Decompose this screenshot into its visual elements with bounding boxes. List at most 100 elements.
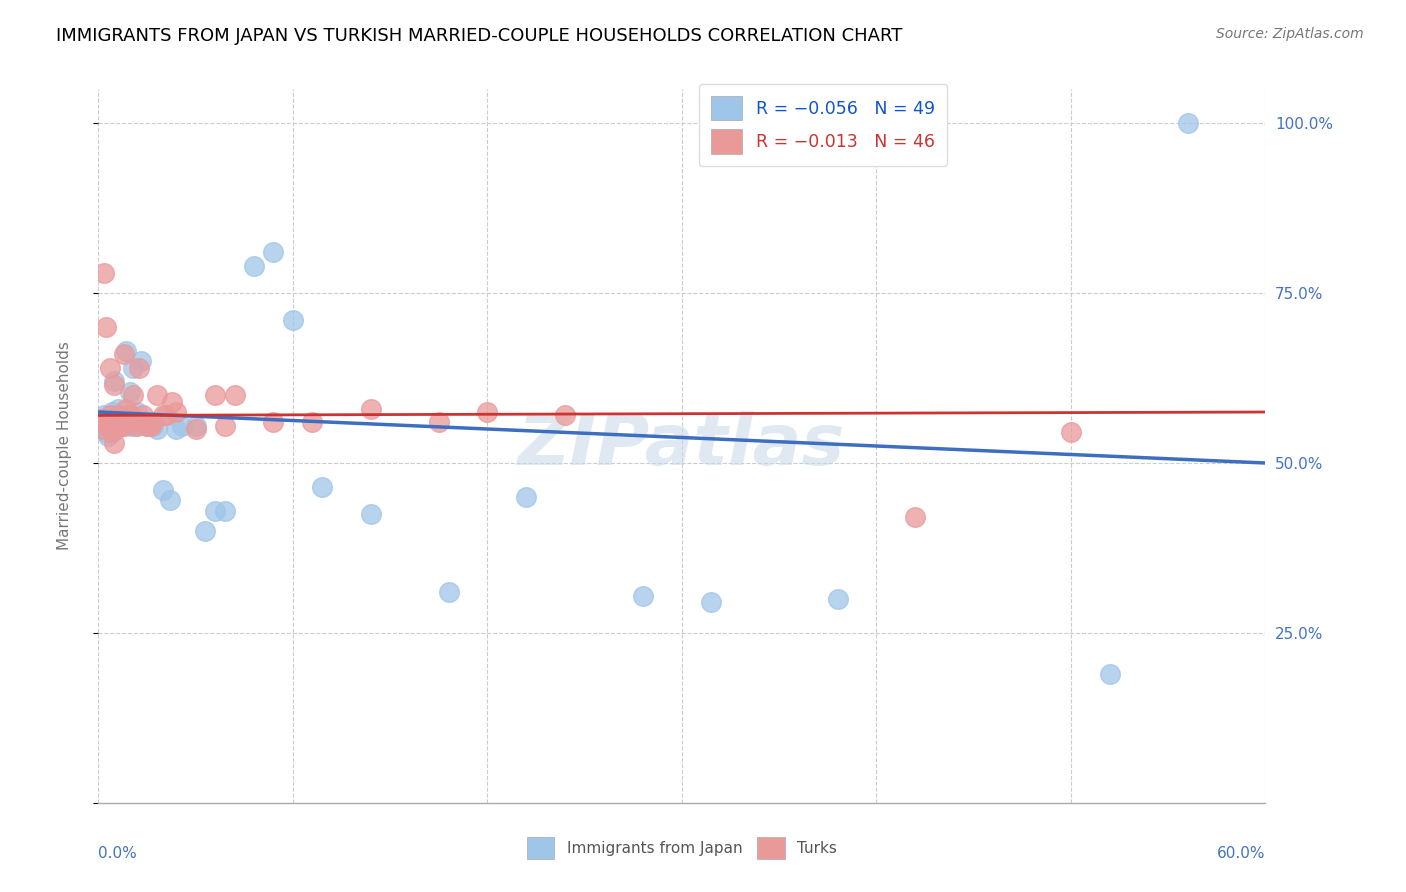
Point xyxy=(101,425,124,440)
Point xyxy=(93,409,115,423)
Point xyxy=(214,418,236,433)
Point xyxy=(114,343,136,358)
Point xyxy=(477,405,499,419)
Point xyxy=(194,524,217,538)
Point xyxy=(97,429,120,443)
Point xyxy=(159,493,181,508)
Point xyxy=(104,418,127,433)
Point xyxy=(1098,666,1121,681)
Point xyxy=(311,480,333,494)
Point xyxy=(107,401,129,416)
Point xyxy=(93,266,115,280)
Point xyxy=(89,412,111,426)
Point xyxy=(103,422,125,436)
Point xyxy=(360,401,382,416)
Point xyxy=(103,377,125,392)
Text: IMMIGRANTS FROM JAPAN VS TURKISH MARRIED-COUPLE HOUSEHOLDS CORRELATION CHART: IMMIGRANTS FROM JAPAN VS TURKISH MARRIED… xyxy=(56,27,903,45)
Point xyxy=(98,360,121,375)
Point xyxy=(165,422,187,436)
Point xyxy=(224,388,246,402)
Point xyxy=(128,360,150,375)
Point xyxy=(554,409,576,423)
Point xyxy=(98,422,121,436)
Point xyxy=(827,591,849,606)
Point xyxy=(122,360,145,375)
Point xyxy=(91,422,114,436)
Text: 0.0%: 0.0% xyxy=(98,846,138,861)
Point xyxy=(98,409,121,423)
Point xyxy=(96,320,118,334)
Point xyxy=(117,409,139,423)
Point xyxy=(118,409,141,423)
Point xyxy=(127,418,149,433)
Point xyxy=(204,503,226,517)
Point xyxy=(132,409,155,423)
Point xyxy=(170,418,193,433)
Point xyxy=(107,409,129,423)
Point xyxy=(108,415,131,429)
Point xyxy=(127,405,149,419)
Point xyxy=(146,388,169,402)
Point xyxy=(155,409,177,423)
Point xyxy=(204,388,226,402)
Point xyxy=(360,507,382,521)
Point xyxy=(162,394,184,409)
Point xyxy=(142,418,165,433)
Point xyxy=(93,415,115,429)
Point xyxy=(152,483,174,498)
Point xyxy=(104,422,127,436)
Point xyxy=(103,375,125,389)
Point xyxy=(136,418,159,433)
Point xyxy=(121,409,143,423)
Point xyxy=(118,415,141,429)
Point xyxy=(142,415,165,429)
Point xyxy=(112,415,135,429)
Point xyxy=(91,415,114,429)
Point xyxy=(262,415,284,429)
Point xyxy=(165,405,187,419)
Point xyxy=(1177,116,1199,130)
Legend: Immigrants from Japan, Turks: Immigrants from Japan, Turks xyxy=(519,830,845,866)
Point xyxy=(146,422,169,436)
Point xyxy=(101,405,124,419)
Point xyxy=(89,412,111,426)
Point xyxy=(118,384,141,399)
Point xyxy=(121,418,143,433)
Text: Source: ZipAtlas.com: Source: ZipAtlas.com xyxy=(1216,27,1364,41)
Point xyxy=(114,401,136,416)
Point xyxy=(243,259,266,273)
Point xyxy=(427,415,450,429)
Y-axis label: Married-couple Households: Married-couple Households xyxy=(58,342,72,550)
Point xyxy=(122,388,145,402)
Point xyxy=(124,412,146,426)
Point xyxy=(631,589,654,603)
Point xyxy=(1060,425,1083,440)
Point xyxy=(139,418,162,433)
Point xyxy=(281,313,304,327)
Point xyxy=(301,415,323,429)
Point xyxy=(515,490,537,504)
Point xyxy=(437,585,460,599)
Point xyxy=(214,503,236,517)
Point xyxy=(700,595,723,609)
Point xyxy=(97,418,120,433)
Point xyxy=(262,245,284,260)
Point xyxy=(128,415,150,429)
Point xyxy=(184,418,207,433)
Point xyxy=(111,418,134,433)
Point xyxy=(924,140,946,154)
Point xyxy=(97,415,120,429)
Text: 60.0%: 60.0% xyxy=(1218,846,1265,861)
Point xyxy=(124,418,146,433)
Point xyxy=(117,412,139,426)
Point xyxy=(904,510,927,524)
Point xyxy=(152,409,174,423)
Point xyxy=(136,418,159,433)
Text: ZIPatlas: ZIPatlas xyxy=(519,411,845,481)
Point xyxy=(103,435,125,450)
Point xyxy=(129,354,152,368)
Point xyxy=(108,418,131,433)
Point xyxy=(111,412,134,426)
Point xyxy=(112,418,135,433)
Point xyxy=(184,422,207,436)
